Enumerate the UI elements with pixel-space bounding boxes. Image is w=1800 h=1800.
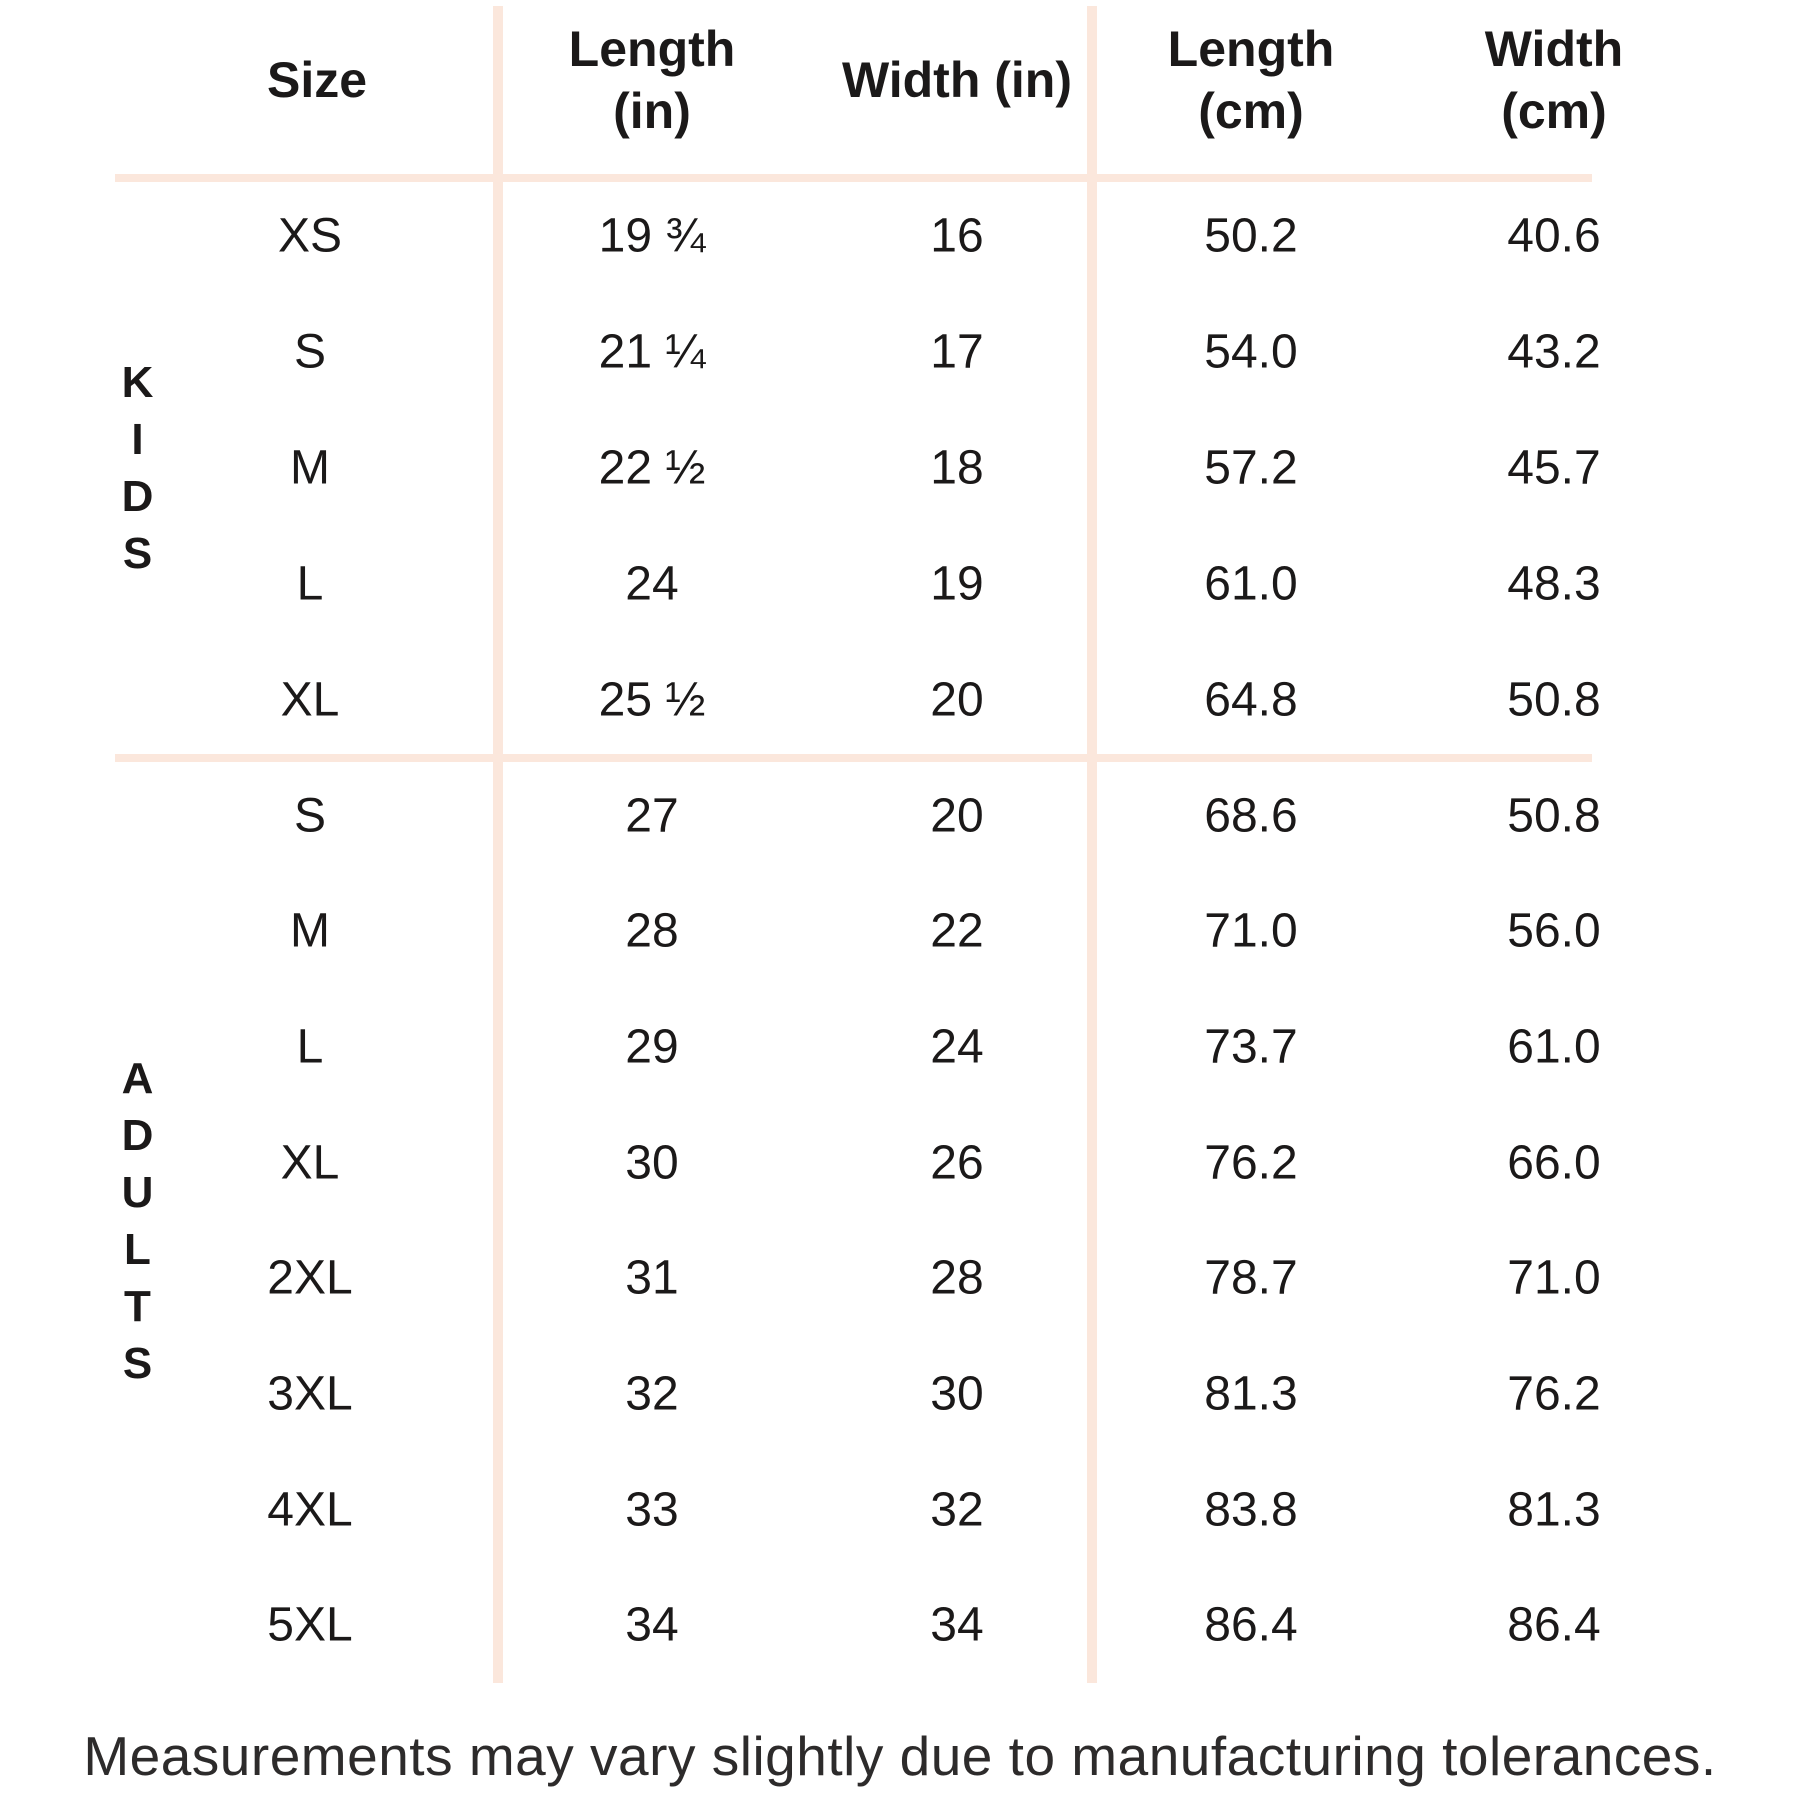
column-divider-2 (1087, 6, 1097, 1683)
cell-width-cm: 43.2 (1507, 325, 1601, 379)
header-divider (115, 174, 1592, 182)
cell-width-in: 20 (930, 673, 984, 727)
cell-length-in: 28 (625, 904, 679, 958)
cell-width-in: 19 (930, 557, 984, 611)
cell-size: S (293, 325, 327, 379)
cell-length-in: 27 (625, 789, 679, 843)
column-header-width-cm-line1: Width (1484, 21, 1624, 77)
cell-length-in: 21 ¼ (598, 325, 706, 379)
group-label-letter: D (121, 472, 155, 521)
cell-width-in: 16 (930, 209, 984, 263)
cell-length-in: 31 (625, 1251, 679, 1305)
cell-size: XS (277, 209, 343, 263)
cell-length-cm: 86.4 (1204, 1598, 1298, 1652)
cell-length-cm: 81.3 (1204, 1367, 1298, 1421)
column-header-size-line: Size (266, 52, 368, 108)
cell-width-in: 26 (930, 1136, 984, 1190)
cell-size: XL (280, 673, 340, 727)
column-header-length-cm-line1: Length (1167, 21, 1335, 77)
cell-length-in: 22 ½ (598, 441, 706, 495)
cell-length-in: 33 (625, 1483, 679, 1537)
cell-size: S (293, 789, 327, 843)
cell-size: XL (280, 1136, 340, 1190)
column-header-width-cm: Width (cm) (1485, 18, 1623, 142)
cell-size: M (290, 441, 330, 495)
cell-length-cm: 78.7 (1204, 1251, 1298, 1305)
column-header-width-cm-line2: (cm) (1501, 83, 1607, 139)
cell-size: 4XL (267, 1483, 353, 1537)
cell-length-cm: 61.0 (1204, 557, 1298, 611)
cell-width-in: 30 (930, 1367, 984, 1421)
cell-width-in: 34 (930, 1598, 984, 1652)
column-header-width-in-line: Width (in) (841, 52, 1073, 108)
group-label-letter: T (124, 1281, 152, 1331)
cell-width-cm: 71.0 (1507, 1251, 1601, 1305)
column-header-size: Size (267, 49, 367, 111)
cell-size: L (296, 1020, 324, 1074)
cell-width-cm: 56.0 (1507, 904, 1601, 958)
cell-width-cm: 40.6 (1507, 209, 1601, 263)
cell-size: 2XL (267, 1251, 353, 1305)
group-label-letter: A (121, 1053, 155, 1103)
cell-length-cm: 57.2 (1204, 441, 1298, 495)
cell-width-cm: 50.8 (1507, 673, 1601, 727)
cell-width-cm: 76.2 (1507, 1367, 1601, 1421)
cell-length-cm: 68.6 (1204, 789, 1298, 843)
column-header-length-in: Length (in) (569, 18, 736, 142)
column-header-length-in-line1: Length (568, 21, 736, 77)
cell-length-cm: 54.0 (1204, 325, 1298, 379)
group-label-letter: S (122, 529, 154, 578)
cell-width-in: 18 (930, 441, 984, 495)
group-label-letter: D (121, 1110, 155, 1160)
cell-length-in: 25 ½ (598, 673, 706, 727)
column-divider-1 (493, 6, 503, 1683)
cell-width-in: 32 (930, 1483, 984, 1537)
cell-size: 3XL (267, 1367, 353, 1421)
group-label-letter: S (122, 1338, 154, 1388)
column-header-length-in-line2: (in) (613, 83, 691, 139)
cell-length-in: 34 (625, 1598, 679, 1652)
cell-width-in: 22 (930, 904, 984, 958)
cell-width-cm: 61.0 (1507, 1020, 1601, 1074)
cell-size: 5XL (267, 1598, 353, 1652)
cell-length-cm: 76.2 (1204, 1136, 1298, 1190)
column-header-length-cm: Length (cm) (1168, 18, 1335, 142)
cell-size: M (290, 904, 330, 958)
column-header-width-in: Width (in) (842, 49, 1072, 111)
cell-width-cm: 50.8 (1507, 789, 1601, 843)
cell-width-cm: 86.4 (1507, 1598, 1601, 1652)
cell-length-in: 24 (625, 557, 679, 611)
cell-width-cm: 66.0 (1507, 1136, 1601, 1190)
group-divider (115, 754, 1592, 762)
cell-length-in: 19 ¾ (598, 209, 706, 263)
cell-width-cm: 81.3 (1507, 1483, 1601, 1537)
footer-note: Measurements may vary slightly due to ma… (83, 1725, 1717, 1787)
cell-length-cm: 83.8 (1204, 1483, 1298, 1537)
cell-width-in: 20 (930, 789, 984, 843)
cell-length-in: 30 (625, 1136, 679, 1190)
cell-width-cm: 45.7 (1507, 441, 1601, 495)
cell-length-cm: 50.2 (1204, 209, 1298, 263)
cell-width-in: 28 (930, 1251, 984, 1305)
cell-size: L (296, 557, 324, 611)
group-label-letter: L (124, 1224, 152, 1274)
cell-width-cm: 48.3 (1507, 557, 1601, 611)
group-label-letter: K (121, 358, 155, 407)
cell-length-cm: 71.0 (1204, 904, 1298, 958)
cell-length-cm: 64.8 (1204, 673, 1298, 727)
cell-width-in: 24 (930, 1020, 984, 1074)
cell-length-in: 32 (625, 1367, 679, 1421)
group-label-letter: U (121, 1167, 155, 1217)
cell-length-in: 29 (625, 1020, 679, 1074)
cell-length-cm: 73.7 (1204, 1020, 1298, 1074)
column-header-length-cm-line2: (cm) (1198, 83, 1304, 139)
group-label-letter: I (131, 415, 145, 464)
cell-width-in: 17 (930, 325, 984, 379)
